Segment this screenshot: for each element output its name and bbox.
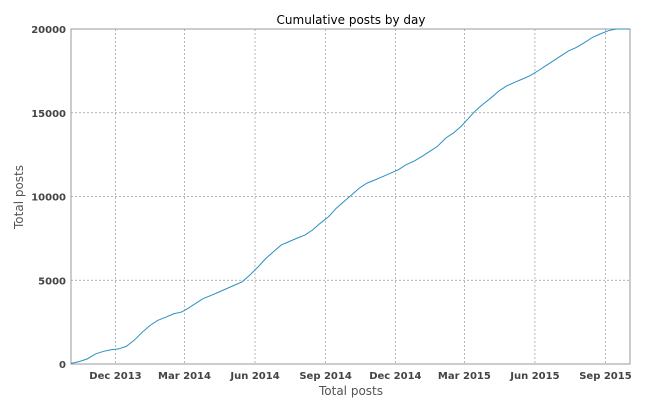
y-tick-label: 20000 [31, 25, 66, 36]
grid-lines [71, 29, 630, 364]
y-tick-label: 15000 [31, 109, 66, 120]
x-axis-label: Total posts [318, 384, 383, 398]
series-line-total-posts [70, 28, 630, 364]
x-tick-label: Jun 2015 [509, 371, 559, 382]
x-tick-label: Sep 2014 [299, 371, 351, 382]
x-tick-label: Jun 2014 [229, 371, 279, 382]
plot-frame [70, 28, 631, 365]
y-tick-label: 5000 [38, 276, 66, 287]
x-tick-label: Mar 2014 [158, 371, 211, 382]
x-axis-ticks: Dec 2013 Mar 2014 Jun 2014 Sep 2014 Dec 2014… [89, 371, 631, 382]
x-tick-label: Dec 2014 [369, 371, 421, 382]
x-tick-label: Mar 2015 [438, 371, 491, 382]
y-tick-label: 10000 [31, 193, 66, 204]
y-axis-ticks: 0 5000 10000 15000 20000 [31, 25, 66, 371]
chart-title: Cumulative posts by day [277, 13, 426, 27]
x-tick-label: Sep 2015 [579, 371, 631, 382]
x-tick-label: Dec 2013 [89, 371, 141, 382]
y-axis-label: Total posts [12, 165, 26, 230]
y-tick-label: 0 [59, 360, 66, 371]
